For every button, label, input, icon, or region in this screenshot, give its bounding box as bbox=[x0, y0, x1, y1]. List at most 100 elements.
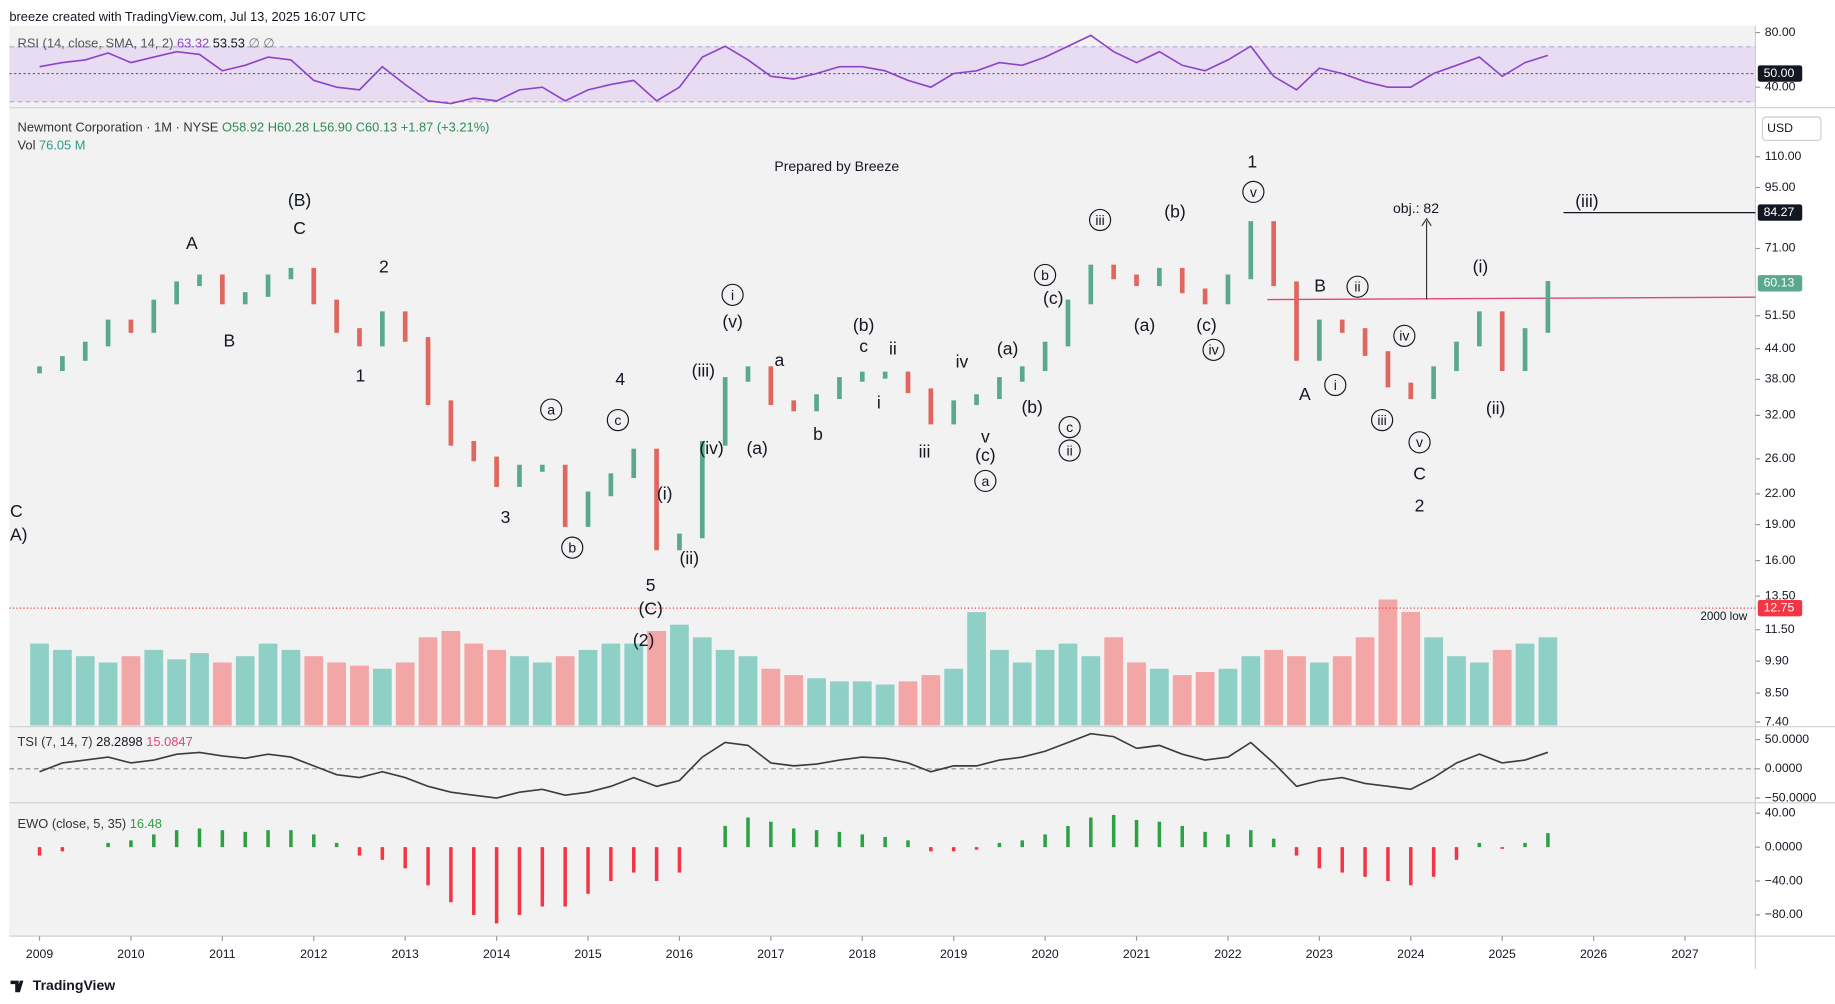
ewo-bar bbox=[289, 830, 293, 848]
volume-bar bbox=[213, 662, 232, 726]
volume-bar bbox=[692, 637, 712, 726]
volume-bar bbox=[487, 649, 506, 726]
ewo-bar bbox=[106, 842, 110, 848]
volume-bar bbox=[875, 684, 895, 726]
volume-bar bbox=[190, 653, 209, 726]
x-tick-label: 2019 bbox=[940, 947, 967, 961]
ewo-bar bbox=[449, 847, 453, 903]
wave-label: iii bbox=[919, 441, 931, 461]
ewo-bar bbox=[1477, 842, 1482, 848]
wave-label: 1 bbox=[356, 365, 366, 385]
price-bar bbox=[402, 311, 408, 342]
wave-label: v bbox=[1250, 184, 1257, 200]
wave-label: 5 bbox=[646, 575, 656, 595]
price-bar bbox=[585, 491, 591, 527]
volume-bar bbox=[1401, 612, 1421, 726]
ewo-bar bbox=[563, 847, 567, 907]
price-bar bbox=[1339, 319, 1345, 333]
support-line bbox=[1267, 296, 1756, 301]
ewo-tick-label: −40.00 bbox=[1765, 873, 1803, 887]
wave-label: (c) bbox=[975, 445, 995, 465]
volume-bar bbox=[1035, 649, 1055, 726]
currency: USD bbox=[1767, 121, 1793, 135]
ewo-bar bbox=[906, 840, 910, 848]
ewo-value: 16.48 bbox=[130, 816, 162, 831]
wave-label: B bbox=[224, 330, 236, 350]
price-bar bbox=[1385, 351, 1391, 388]
wave-label: a bbox=[547, 401, 555, 417]
wave-label: ii bbox=[1354, 279, 1360, 295]
volume-bar bbox=[1104, 637, 1124, 726]
price-tick-label: 44.00 bbox=[1765, 341, 1796, 355]
x-tick-label: 2021 bbox=[1123, 947, 1150, 961]
ewo-bar bbox=[1340, 847, 1344, 873]
wave-label: (b) bbox=[853, 315, 874, 335]
wave-label: (i) bbox=[1473, 257, 1489, 277]
price-bar bbox=[1431, 366, 1436, 399]
currency-box[interactable] bbox=[1761, 116, 1822, 142]
price-bar bbox=[882, 371, 888, 379]
wave-label: C bbox=[10, 501, 23, 521]
rsi-icons: ∅ ∅ bbox=[248, 36, 274, 51]
wave-label: (c) bbox=[1043, 288, 1063, 308]
rsi-sma: 53.53 bbox=[213, 36, 245, 51]
price-badge bbox=[1757, 599, 1803, 617]
volume-bar bbox=[441, 630, 461, 726]
volume-bar bbox=[715, 649, 735, 726]
ewo-bar bbox=[1409, 847, 1413, 886]
ewo-bar bbox=[426, 847, 430, 886]
rsi-tick-label: 80.00 bbox=[1765, 25, 1796, 39]
x-tick-label: 2018 bbox=[849, 947, 876, 961]
wave-label: iv bbox=[1399, 328, 1409, 344]
ewo-bar bbox=[586, 847, 590, 894]
price-tick-label: 95.00 bbox=[1765, 180, 1796, 194]
wave-circle bbox=[1058, 439, 1081, 462]
ewo-bar bbox=[609, 847, 613, 882]
wave-label: A bbox=[1299, 384, 1311, 404]
x-tick-label: 2014 bbox=[483, 947, 510, 961]
wave-circle bbox=[721, 283, 744, 306]
price-bar bbox=[197, 274, 202, 287]
rsi-header: RSI (14, close, SMA, 14, 2) 63.32 53.53 … bbox=[18, 36, 275, 51]
price-bar bbox=[1202, 288, 1208, 305]
volume-bar bbox=[1424, 637, 1443, 726]
ewo-bar bbox=[1386, 847, 1390, 882]
price-bar bbox=[859, 371, 865, 382]
wave-label: (b) bbox=[1164, 202, 1185, 222]
ewo-bar bbox=[631, 847, 636, 873]
price-tick-label: 8.50 bbox=[1765, 685, 1789, 699]
wave-label: A bbox=[186, 233, 198, 253]
wave-label: (c) bbox=[1196, 315, 1216, 335]
wave-label: (a) bbox=[746, 438, 767, 458]
price-bar bbox=[814, 394, 819, 412]
volume-bar bbox=[98, 662, 118, 726]
volume-bar bbox=[670, 624, 689, 726]
volume-bar bbox=[30, 643, 49, 726]
price-bar bbox=[174, 281, 179, 305]
tsi-tick-label: 0.0000 bbox=[1765, 761, 1803, 775]
wave-label: a bbox=[775, 350, 785, 370]
volume-bar bbox=[1081, 656, 1101, 726]
volume-bar bbox=[167, 659, 187, 726]
volume-header: Vol 76.05 M bbox=[18, 138, 86, 153]
price-bar bbox=[334, 299, 339, 333]
price-bar bbox=[1499, 311, 1505, 372]
price-bar bbox=[311, 267, 317, 305]
ewo-bar bbox=[472, 847, 476, 915]
wave-circle bbox=[1408, 431, 1431, 454]
rsi-badge bbox=[1757, 65, 1803, 82]
volume-bar bbox=[464, 643, 484, 726]
price-badge bbox=[1757, 275, 1803, 292]
price-tick-label: 32.00 bbox=[1765, 408, 1796, 422]
volume-bar bbox=[1515, 643, 1535, 726]
ohlc-open: O58.92 bbox=[222, 120, 264, 135]
volume-bar bbox=[121, 656, 141, 726]
price-bar bbox=[722, 377, 728, 446]
volume-bar bbox=[601, 643, 621, 726]
volume-bar bbox=[1218, 668, 1238, 726]
wave-label: c bbox=[859, 336, 868, 356]
wave-circle bbox=[1324, 373, 1347, 397]
ewo-header: EWO (close, 5, 35) 16.48 bbox=[18, 816, 162, 831]
price-bar bbox=[768, 366, 774, 406]
